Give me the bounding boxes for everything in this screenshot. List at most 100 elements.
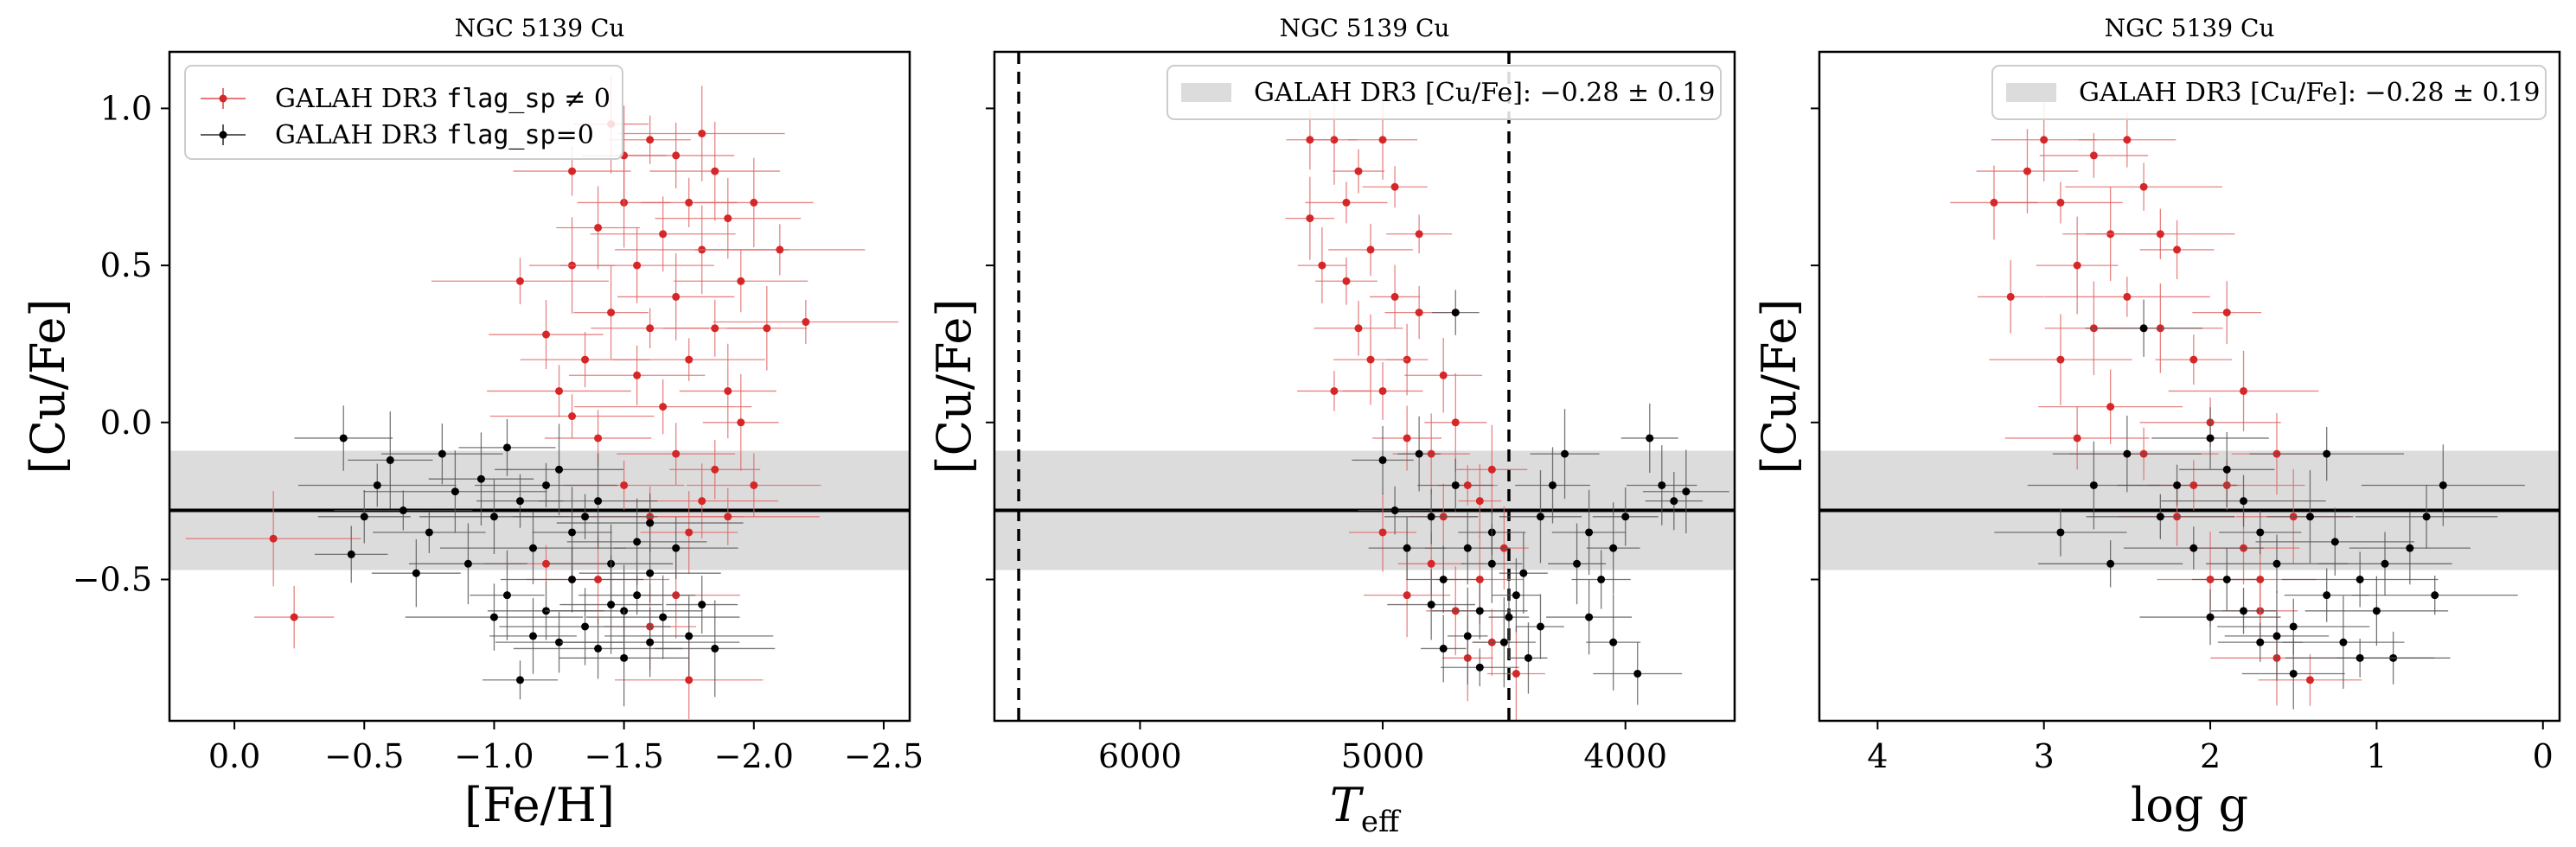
data-point [1390,182,1399,191]
data-point [1609,544,1618,552]
data-point [1330,136,1339,144]
data-point [698,129,706,137]
data-point [412,569,420,577]
data-point [568,575,577,583]
legend-band-swatch [2006,83,2056,102]
data-point [2123,449,2132,458]
data-point [1573,559,1582,568]
data-point [1646,434,1654,443]
data-point [2272,559,2281,568]
data-point [2240,607,2248,615]
panel-1: 0.0 −0.5 −1.0 −1.5 −2.0 −2.5 1.0 0.5 0.0 −0.5 NGC … [21,14,924,832]
data-point [646,638,655,646]
data-point [1354,167,1363,175]
data-point [1451,418,1460,427]
data-point [1475,663,1484,672]
data-point [542,559,551,568]
data-point [1366,245,1375,254]
x-tick-label: 6000 [1098,737,1182,775]
data-point [1536,622,1544,631]
data-point [685,676,694,685]
panel-title: NGC 5139 Cu [455,14,625,42]
data-point [2240,497,2248,506]
data-point [1475,497,1484,506]
series-clean [1994,299,2525,710]
data-point [2305,676,2314,685]
data-point [2406,544,2414,552]
x-tick-label: 2 [2200,737,2221,775]
data-point [646,324,655,333]
data-point [1378,136,1387,144]
data-point [2156,230,2164,239]
data-point [502,591,511,600]
data-point [763,324,771,333]
data-point [1475,607,1484,615]
data-point [2256,638,2265,646]
data-point [1427,559,1435,568]
data-point [568,412,577,421]
x-tick-label: 5000 [1341,737,1425,775]
y-axis-label: [Cu/Fe] [1752,299,1806,474]
y-tick-label: 0.0 [100,404,152,442]
data-point [633,591,642,600]
data-point [2106,559,2115,568]
data-point [2089,151,2098,160]
data-point [1378,386,1387,395]
panel-3: 4 3 2 1 0 NGC 5139 Cu [Cu/Fe] log g GALAH DR3 [C… [1752,14,2561,832]
data-point [1682,487,1691,496]
data-point [620,653,629,662]
y-tick-label: 0.5 [100,246,152,284]
data-point [1306,214,1314,223]
data-point [438,449,446,458]
data-point [515,497,524,506]
data-point [2056,198,2065,207]
x-axis-label: log g [2131,778,2248,832]
data-point [373,481,381,489]
data-point [2439,481,2447,489]
data-point [1451,481,1460,489]
data-point [633,261,642,270]
data-point [659,403,668,411]
data-point [1318,261,1326,270]
data-point [1403,591,1411,600]
data-point [1512,591,1520,600]
data-point [2139,324,2148,333]
legend-text: =0 [556,120,594,150]
data-point [1390,292,1399,301]
data-point [2106,403,2115,411]
data-point [685,355,694,364]
data-point [542,481,551,489]
data-point [1342,277,1351,285]
data-point [711,324,719,333]
data-point [568,167,577,175]
data-point [698,497,706,506]
data-point [425,528,433,537]
data-point [2323,591,2331,600]
data-point [2189,355,2198,364]
x-tick-label: −0.5 [324,737,404,775]
x-label-main: T [1330,778,1365,832]
data-point [1427,513,1435,521]
panel-2: 6000 5000 4000 NGC 5139 Cu [Cu/Fe] Teff GALAH … [927,14,1736,839]
data-point [659,613,668,621]
data-point [737,277,745,285]
data-point [581,513,590,521]
series-clean [294,405,776,707]
data-point [1403,434,1411,443]
data-point [1585,528,1594,537]
data-point [2156,513,2164,521]
data-point [1378,528,1387,537]
data-point [776,245,784,254]
data-point [528,632,537,640]
data-point [515,277,524,285]
data-point [672,151,681,160]
data-point [2289,669,2298,678]
data-point [476,474,485,483]
data-point [2240,386,2248,395]
data-point [489,513,498,521]
axes-frame [1818,50,2561,723]
legend-code: flag_sp [446,120,555,150]
data-point [2073,261,2081,270]
data-point [2339,638,2348,646]
